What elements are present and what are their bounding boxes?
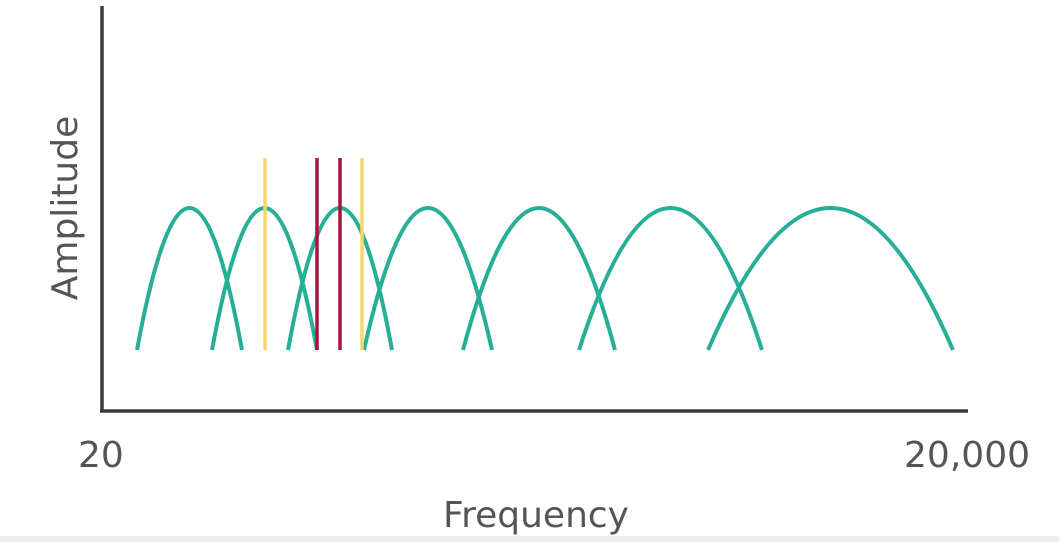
tone-lines [263,158,364,350]
band-7 [706,206,955,351]
x-min-label: 20 [78,435,124,476]
band-5 [461,206,617,351]
x-axis-label: Frequency [443,495,629,536]
y-axis-label: Amplitude [45,116,86,300]
bottom-strip [0,536,1059,542]
band-4 [362,206,494,351]
band-6 [577,206,764,351]
x-max-label: 20,000 [904,435,1030,476]
band-curves [135,206,955,351]
